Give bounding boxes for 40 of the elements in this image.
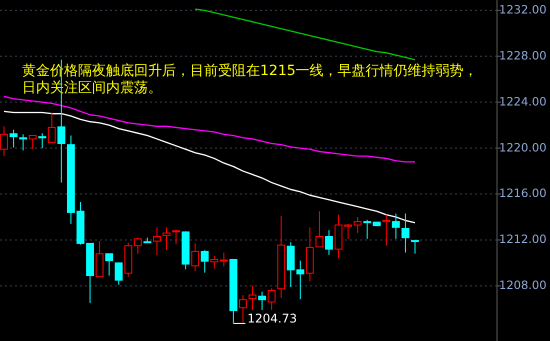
- candlestick: [268, 288, 276, 310]
- annotation: 1204.73: [247, 312, 298, 326]
- y-tick-label: 1212.00: [499, 232, 547, 246]
- candlestick: [172, 229, 180, 244]
- candlestick: [19, 134, 28, 151]
- candlestick: [220, 252, 228, 267]
- candlestick: [191, 242, 200, 272]
- y-tick-label: 1220.00: [499, 140, 547, 154]
- line-series: [3, 96, 416, 163]
- candlestick: [134, 237, 142, 254]
- y-tick-label: 1224.00: [499, 94, 547, 108]
- candlestick: [411, 240, 419, 254]
- y-tick-label: 1208.00: [499, 278, 547, 292]
- candlestick: [200, 250, 209, 274]
- candlestick: [248, 285, 256, 310]
- line-series: [194, 8, 416, 60]
- candlestick: [402, 213, 410, 254]
- candlestick: [286, 242, 295, 288]
- candlestick: [114, 262, 123, 286]
- candlestick: [239, 294, 247, 324]
- candlestick: [363, 219, 372, 240]
- candlestick: [153, 226, 161, 256]
- candlestick: [38, 132, 46, 149]
- candlestick: [96, 240, 104, 278]
- y-tick-label: 1232.00: [499, 2, 547, 16]
- candlestick: [258, 291, 266, 310]
- candlestick: [105, 253, 114, 276]
- y-tick-label: 1228.00: [499, 48, 547, 62]
- candlestick: [392, 213, 400, 240]
- y-tick-label: 1216.00: [499, 186, 547, 200]
- candlestick: [210, 256, 218, 270]
- candlestick: [28, 134, 37, 150]
- candlestick: [162, 226, 170, 251]
- line-series: [3, 110, 416, 224]
- candlestick: [382, 214, 390, 246]
- candlestick: [325, 230, 333, 256]
- candlestick: [0, 126, 8, 157]
- candlestick: [296, 260, 304, 300]
- candlestick: [48, 112, 56, 143]
- candlestick: [10, 129, 18, 148]
